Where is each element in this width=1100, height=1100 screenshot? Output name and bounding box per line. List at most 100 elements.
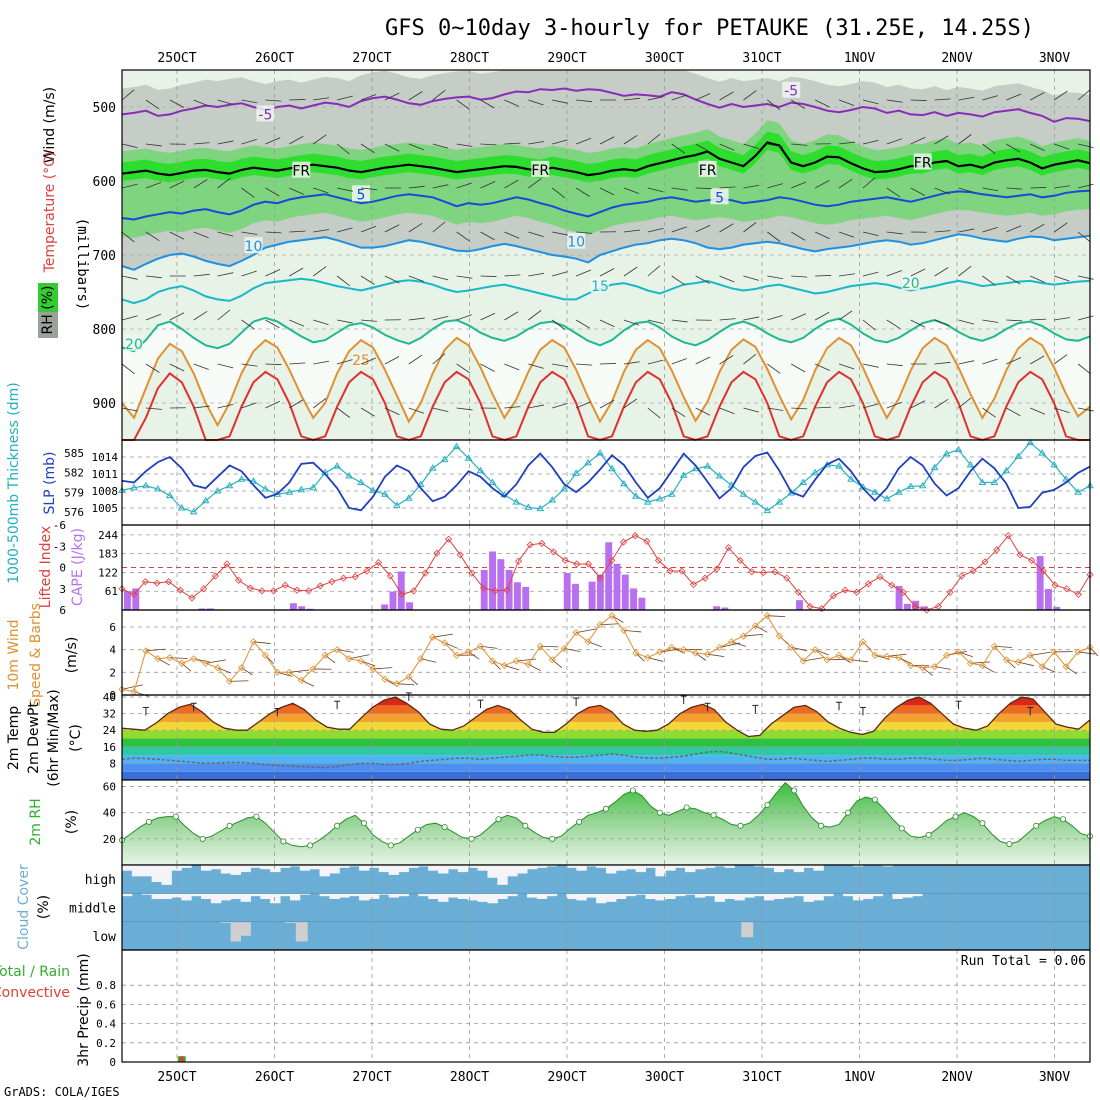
wind-speed-point — [476, 642, 485, 650]
wind-barb — [456, 407, 473, 411]
rh-point — [683, 804, 690, 811]
lifted-point — [829, 592, 837, 600]
upper-air-panel: 500 600 700 800 900 -5 -5 FR FR FR FR 5 5 10 10 15 20 20 2… — [93, 69, 1094, 442]
cloud-bar — [240, 921, 251, 936]
cloud-bar — [230, 865, 242, 875]
cloud-bar — [546, 893, 558, 897]
wind-barb — [743, 316, 760, 321]
slp-axis-label: SLP (mb) — [42, 451, 58, 514]
cloud-bar — [428, 865, 439, 871]
thickness-point — [882, 494, 891, 502]
wind-barb — [767, 183, 783, 189]
wind-barb — [241, 187, 255, 198]
wind-speed-point — [512, 657, 520, 665]
cape-tick: 183 — [98, 548, 118, 561]
thickness-point — [799, 478, 808, 485]
lifted-point — [713, 565, 721, 573]
wind-speed-point — [1038, 663, 1046, 671]
cloud-bar — [240, 865, 251, 873]
wind-barb — [838, 178, 853, 189]
lifted-point — [351, 573, 359, 581]
isotherm-label: FR — [531, 163, 549, 179]
cloud-bar — [270, 893, 281, 904]
isotherm-line — [122, 370, 1090, 442]
lifted-point — [771, 568, 779, 576]
wind-barb — [862, 177, 876, 189]
top-date-tick: 27OCT — [352, 51, 391, 66]
wind-speed-point — [417, 655, 425, 663]
chart-title: GFS 0~10day 3-hourly for PETAUKE (31.25E… — [385, 16, 1034, 41]
thickness-point — [1062, 475, 1070, 482]
cape-bar — [206, 608, 214, 610]
lifted-point — [584, 560, 593, 568]
wind-barb — [743, 143, 759, 150]
cape-bar — [381, 604, 389, 610]
wind-speed-point — [668, 643, 676, 651]
lifted-point — [141, 578, 149, 586]
rh2m-panel: 20 40 60 — [103, 779, 1094, 866]
wind-barb — [145, 275, 162, 279]
cloud-bar — [764, 865, 775, 868]
bottom-date-tick: 30OCT — [645, 1070, 684, 1085]
wind-barb — [910, 99, 927, 101]
cloud-bar — [773, 893, 785, 899]
wind-speed-point — [536, 642, 544, 650]
top-date-tick: 3NOV — [1039, 51, 1070, 66]
cloud-bar — [250, 865, 261, 868]
cloud-bar — [536, 893, 548, 899]
wind-barb — [671, 94, 688, 101]
cloud-bar — [665, 893, 676, 899]
precip-tick: 0.4 — [96, 1018, 116, 1031]
wind-barb — [695, 356, 711, 365]
thickness-point — [261, 485, 270, 492]
temp-band — [122, 771, 1090, 780]
wind-barb — [600, 363, 617, 365]
wind-barb — [121, 363, 135, 375]
cloud-bar — [220, 893, 232, 901]
isotherm-line — [121, 336, 1091, 428]
wind-barb — [336, 407, 351, 418]
thickness-point — [918, 481, 927, 489]
precip-tick: 0.2 — [96, 1037, 116, 1050]
cloud-bar — [586, 865, 597, 867]
wind-barb — [1077, 315, 1094, 321]
lifted-point — [398, 590, 406, 598]
isotherm-label-bg — [244, 237, 263, 254]
wind-barb — [432, 316, 449, 321]
wind-barb — [480, 363, 495, 372]
cloud-bar — [289, 865, 301, 867]
cape-bar — [522, 586, 530, 610]
wind-barb — [265, 319, 280, 329]
wind-barb — [862, 319, 876, 331]
cloud-axis-label: Cloud Cover — [16, 864, 32, 950]
cloud-bar — [754, 865, 765, 867]
wind-barb — [623, 187, 640, 194]
lifted-point — [444, 535, 453, 543]
cloud-bar — [497, 865, 508, 885]
slp-line — [121, 451, 1091, 512]
wind-barb — [767, 99, 781, 111]
wind-speed-point — [1062, 663, 1070, 671]
wind-barb — [528, 272, 545, 277]
bottom-date-tick: 28OCT — [450, 1070, 489, 1085]
wind-barb — [623, 319, 640, 326]
lifted-point — [479, 584, 488, 592]
lifted-point — [386, 572, 394, 580]
wind-barb — [958, 397, 972, 409]
wind-speed-point — [393, 680, 401, 688]
lifted-point — [410, 587, 418, 595]
wind-barb — [145, 313, 161, 321]
thickness-point — [560, 485, 569, 492]
cloud-bar — [388, 865, 400, 875]
wind-speed-point — [871, 651, 879, 659]
isotherm-label-bg — [782, 81, 801, 98]
cloud-bar — [902, 893, 913, 898]
wind-barb — [934, 98, 951, 101]
wind-barb — [289, 187, 305, 195]
isotherm-label: -5 — [258, 107, 272, 123]
wind10m-panel: 0 2 4 6 — [109, 609, 1099, 702]
lifted-point — [701, 574, 709, 582]
wind-barb — [623, 398, 638, 409]
pressure-tick: 700 — [93, 249, 116, 264]
cloud-bar — [309, 865, 321, 870]
